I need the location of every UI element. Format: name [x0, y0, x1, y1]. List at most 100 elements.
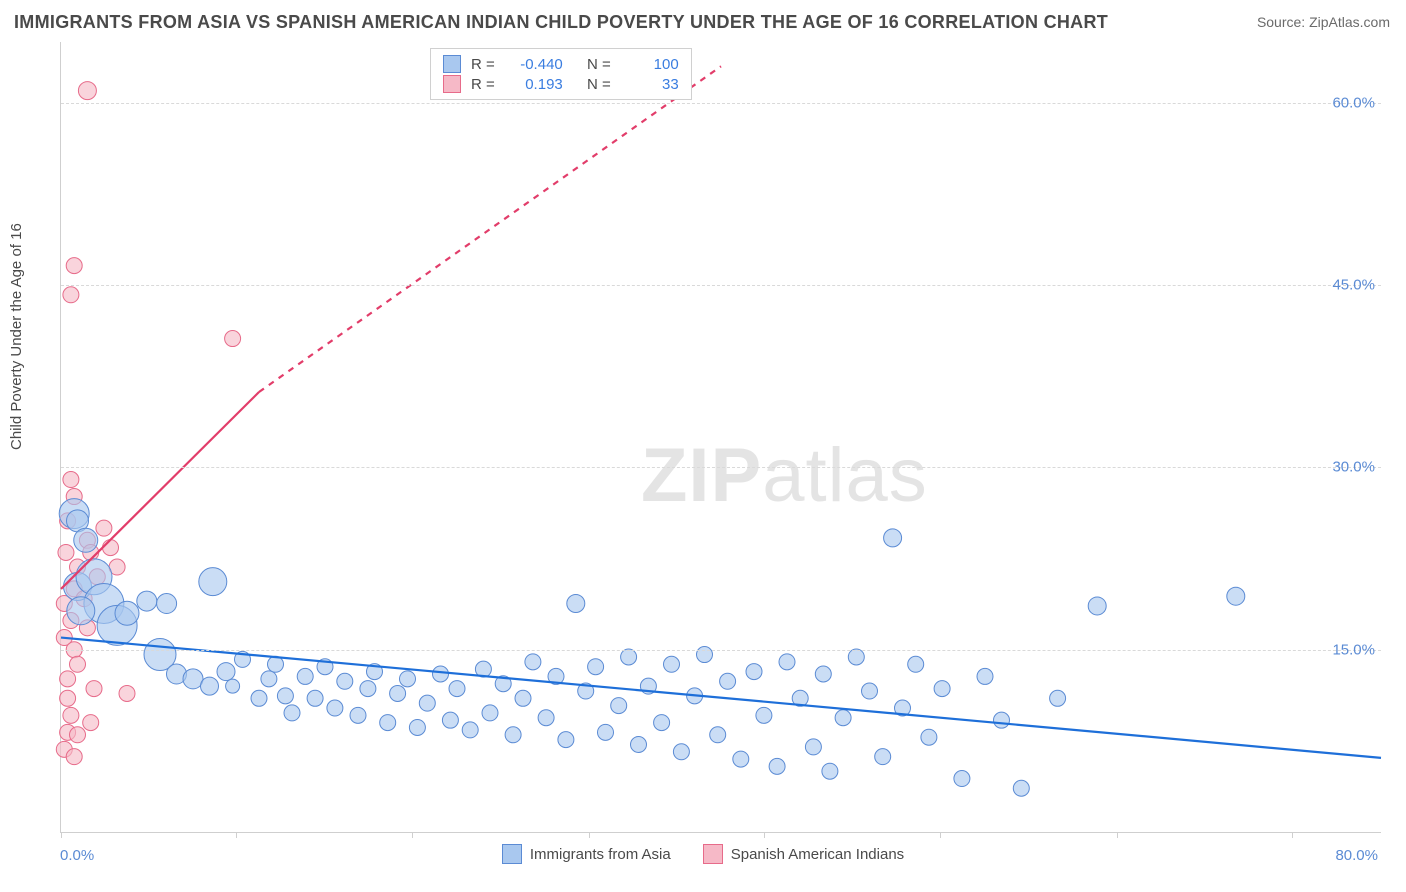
- trend-line: [61, 392, 259, 589]
- blue-point: [769, 758, 785, 774]
- blue-point: [908, 656, 924, 672]
- pink-point: [119, 685, 135, 701]
- stat-blue-n: 100: [621, 56, 679, 73]
- blue-point: [137, 591, 157, 611]
- blue-point: [954, 771, 970, 787]
- blue-point: [621, 649, 637, 665]
- scatter-svg: [61, 42, 1381, 832]
- pink-point: [103, 540, 119, 556]
- blue-point: [588, 659, 604, 675]
- blue-point: [157, 594, 177, 614]
- stat-label-r: R =: [471, 76, 495, 93]
- gridline: [61, 467, 1381, 468]
- blue-point: [1227, 587, 1245, 605]
- blue-point: [567, 595, 585, 613]
- blue-point: [261, 671, 277, 687]
- blue-point: [779, 654, 795, 670]
- chart-title: IMMIGRANTS FROM ASIA VS SPANISH AMERICAN…: [14, 12, 1108, 33]
- blue-point: [515, 690, 531, 706]
- blue-point: [822, 763, 838, 779]
- y-axis-label: Child Poverty Under the Age of 16: [8, 223, 25, 450]
- blue-point: [756, 707, 772, 723]
- blue-point: [977, 668, 993, 684]
- blue-point: [1013, 780, 1029, 796]
- legend-pink-label: Spanish American Indians: [731, 846, 904, 863]
- stat-label-n: N =: [587, 76, 611, 93]
- blue-swatch-icon: [443, 55, 461, 73]
- pink-point: [60, 671, 76, 687]
- blue-point: [921, 729, 937, 745]
- plot-area: ZIPatlas 15.0%30.0%45.0%60.0%: [60, 42, 1381, 833]
- pink-swatch-icon: [703, 844, 723, 864]
- blue-point: [380, 715, 396, 731]
- source-attribution: Source: ZipAtlas.com: [1257, 14, 1390, 30]
- blue-point: [733, 751, 749, 767]
- blue-point: [337, 673, 353, 689]
- correlation-stats-box: R = -0.440 N = 100 R = 0.193 N = 33: [430, 48, 692, 100]
- blue-point: [835, 710, 851, 726]
- blue-point: [815, 666, 831, 682]
- blue-point: [525, 654, 541, 670]
- blue-point: [327, 700, 343, 716]
- blue-point: [199, 568, 227, 596]
- trend-line: [259, 66, 721, 392]
- legend-item-blue: Immigrants from Asia: [502, 844, 671, 864]
- pink-point: [83, 715, 99, 731]
- blue-point: [400, 671, 416, 687]
- pink-swatch-icon: [443, 75, 461, 93]
- blue-point: [710, 727, 726, 743]
- pink-point: [60, 690, 76, 706]
- blue-point: [884, 529, 902, 547]
- blue-point: [538, 710, 554, 726]
- stat-pink-r: 0.193: [505, 76, 563, 93]
- pink-point: [96, 520, 112, 536]
- blue-point: [598, 724, 614, 740]
- y-tick-label: 60.0%: [1332, 94, 1375, 111]
- x-tick-mark: [940, 832, 941, 838]
- blue-point: [805, 739, 821, 755]
- stats-row-pink: R = 0.193 N = 33: [443, 75, 679, 93]
- blue-point: [442, 712, 458, 728]
- stat-blue-r: -0.440: [505, 56, 563, 73]
- blue-point: [360, 681, 376, 697]
- blue-point: [611, 698, 627, 714]
- pink-point: [66, 258, 82, 274]
- x-tick-mark: [1292, 832, 1293, 838]
- blue-point: [862, 683, 878, 699]
- x-tick-mark: [61, 832, 62, 838]
- pink-point: [225, 331, 241, 347]
- blue-point: [74, 528, 98, 552]
- blue-point: [746, 664, 762, 680]
- blue-point: [449, 681, 465, 697]
- stat-label-r: R =: [471, 56, 495, 73]
- stats-row-blue: R = -0.440 N = 100: [443, 55, 679, 73]
- blue-point: [720, 673, 736, 689]
- blue-point: [251, 690, 267, 706]
- pink-point: [70, 656, 86, 672]
- gridline: [61, 285, 1381, 286]
- blue-point: [277, 688, 293, 704]
- gridline: [61, 650, 1381, 651]
- blue-point: [419, 695, 435, 711]
- x-tick-mark: [764, 832, 765, 838]
- blue-point: [297, 668, 313, 684]
- legend-blue-label: Immigrants from Asia: [530, 846, 671, 863]
- blue-point: [654, 715, 670, 731]
- blue-point: [482, 705, 498, 721]
- x-tick-mark: [236, 832, 237, 838]
- gridline: [61, 103, 1381, 104]
- pink-point: [66, 749, 82, 765]
- blue-point: [673, 744, 689, 760]
- blue-point: [201, 677, 219, 695]
- blue-point: [409, 719, 425, 735]
- pink-point: [58, 544, 74, 560]
- blue-point: [505, 727, 521, 743]
- blue-point: [994, 712, 1010, 728]
- pink-point: [86, 681, 102, 697]
- blue-point: [433, 666, 449, 682]
- stat-pink-n: 33: [621, 76, 679, 93]
- blue-point: [115, 601, 139, 625]
- blue-point: [1088, 597, 1106, 615]
- blue-point: [462, 722, 478, 738]
- blue-point: [307, 690, 323, 706]
